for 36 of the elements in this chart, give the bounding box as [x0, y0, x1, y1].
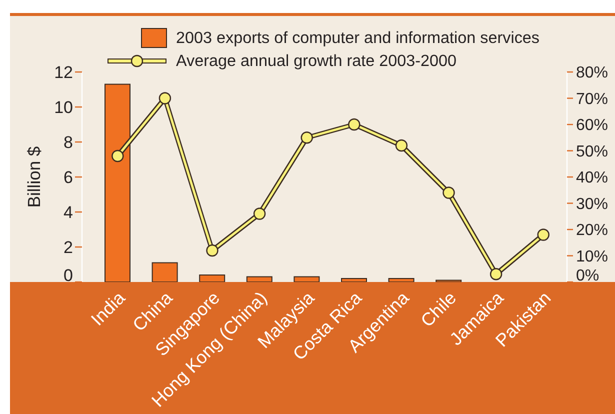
- bar: [246, 276, 272, 282]
- y-tick-label: 0: [64, 266, 73, 286]
- point: [206, 244, 218, 257]
- y2-tick-label: 0%: [576, 268, 600, 285]
- legend-label: 2003 exports of computer and information services: [176, 28, 540, 48]
- bar: [152, 262, 178, 282]
- point: [395, 139, 408, 152]
- point: [300, 132, 313, 144]
- y2-tick-label: 60%: [576, 117, 608, 134]
- y2-tick-label: 10%: [576, 248, 608, 266]
- bar: [388, 278, 414, 282]
- bar: [294, 276, 320, 282]
- y2-tick-label: 80%: [576, 64, 608, 82]
- y-axis-title: Billion $: [24, 146, 44, 208]
- y2-tick-label: 20%: [576, 222, 608, 240]
- point: [442, 186, 455, 199]
- y-tick-label: 2: [64, 238, 73, 258]
- y2-tick-label: 70%: [576, 90, 608, 108]
- point: [112, 150, 124, 162]
- y-tick-label: 6: [64, 168, 73, 188]
- legend-label: Average annual growth rate 2003-2000: [176, 52, 456, 70]
- y2-tick-label: 40%: [576, 170, 608, 187]
- y2-tick-label: 50%: [576, 143, 608, 160]
- point: [348, 118, 360, 131]
- point: [253, 208, 266, 220]
- y-tick-label: 8: [64, 133, 73, 152]
- bar: [104, 84, 130, 282]
- bar: [199, 274, 226, 282]
- point: [537, 228, 550, 241]
- y2-tick-label: 30%: [576, 196, 608, 213]
- y-tick-label: 4: [64, 203, 73, 222]
- bar: [341, 278, 367, 282]
- y-tick-label: 10: [54, 98, 73, 118]
- point: [158, 92, 172, 104]
- point: [490, 268, 502, 280]
- y-tick-label: 12: [54, 63, 73, 82]
